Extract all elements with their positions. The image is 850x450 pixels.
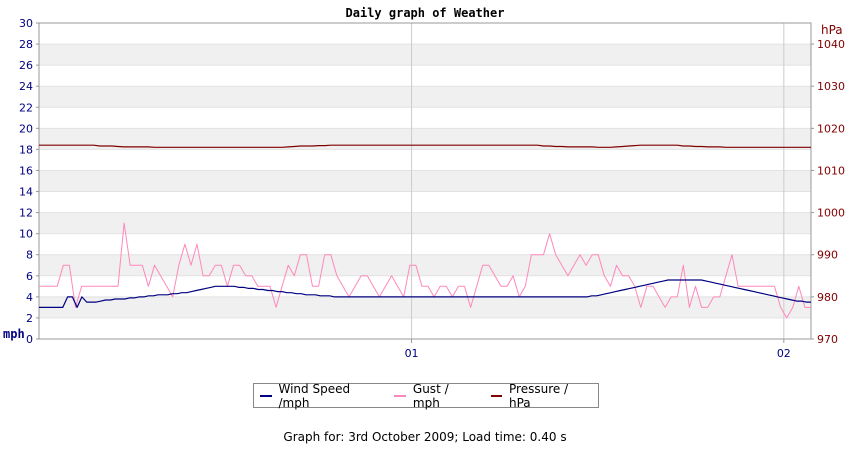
- graph-caption: Graph for: 3rd October 2009; Load time: …: [283, 430, 567, 444]
- legend-item-gust: Gust / mph: [394, 382, 476, 410]
- left-tick-label: 10: [19, 228, 33, 241]
- pressure-line: [39, 144, 811, 148]
- left-tick-label: 2: [26, 312, 33, 325]
- plot-band: [39, 296, 811, 318]
- right-tick-label: 970: [817, 333, 838, 346]
- wind-speed-line: [39, 279, 811, 308]
- right-axis-unit-label: hPa: [821, 23, 843, 37]
- plot-bands: [39, 43, 811, 319]
- left-tick-label: 12: [19, 207, 33, 220]
- plot-band: [39, 86, 811, 108]
- right-axis: 970 980 990 1000 1010 1020 1030 1040: [811, 38, 845, 346]
- left-tick-label: 14: [19, 186, 33, 199]
- right-tick-label: 1000: [817, 207, 845, 220]
- legend-item-pressure: Pressure / hPa: [490, 381, 591, 410]
- left-tick-label: 4: [26, 291, 33, 304]
- right-tick-label: 990: [817, 249, 838, 262]
- x-tick-label: 02: [777, 347, 791, 360]
- right-tick-label: 1040: [817, 38, 845, 51]
- left-tick-label: 20: [19, 122, 33, 135]
- series-layer: [39, 144, 811, 319]
- left-tick-label: 16: [19, 164, 33, 177]
- left-tick-label: 0: [26, 333, 33, 346]
- gust-line: [39, 222, 811, 319]
- left-tick-label: 6: [26, 270, 33, 283]
- x-axis: 01 02: [405, 339, 791, 360]
- right-tick-label: 1010: [817, 164, 845, 177]
- plot-frame: [38, 22, 812, 340]
- plot-band: [39, 128, 811, 150]
- right-tick-label: 980: [817, 291, 838, 304]
- legend-swatch-pressure: [490, 394, 502, 397]
- left-tick-label: 28: [19, 38, 33, 51]
- left-tick-label: 26: [19, 59, 33, 72]
- x-tick-label: 01: [405, 347, 419, 360]
- chart-title: Daily graph of Weather: [346, 6, 505, 20]
- left-axis-unit-label: mph: [3, 327, 25, 341]
- legend-swatch-gust: [394, 394, 406, 397]
- left-tick-label: 8: [26, 249, 33, 262]
- right-tick-label: 1030: [817, 80, 845, 93]
- left-tick-label: 24: [19, 80, 33, 93]
- plot-band: [39, 170, 811, 192]
- left-tick-label: 30: [19, 17, 33, 30]
- right-tick-label: 1020: [817, 122, 845, 135]
- legend-label-pressure: Pressure / hPa: [509, 381, 569, 410]
- left-tick-label: 22: [19, 101, 33, 114]
- plot-band: [39, 212, 811, 234]
- chart-legend: Wind Speed /mph Gust / mph Pressure / hP…: [253, 381, 599, 410]
- vertical-gridlines: [411, 23, 785, 339]
- left-tick-label: 18: [19, 143, 33, 156]
- legend-swatch-wind: [260, 394, 272, 397]
- legend-label-gust: Gust / mph: [412, 381, 449, 410]
- legend-item-wind: Wind Speed /mph: [260, 382, 380, 410]
- plot-band: [39, 44, 811, 66]
- legend-label-wind: Wind Speed /mph: [278, 381, 351, 410]
